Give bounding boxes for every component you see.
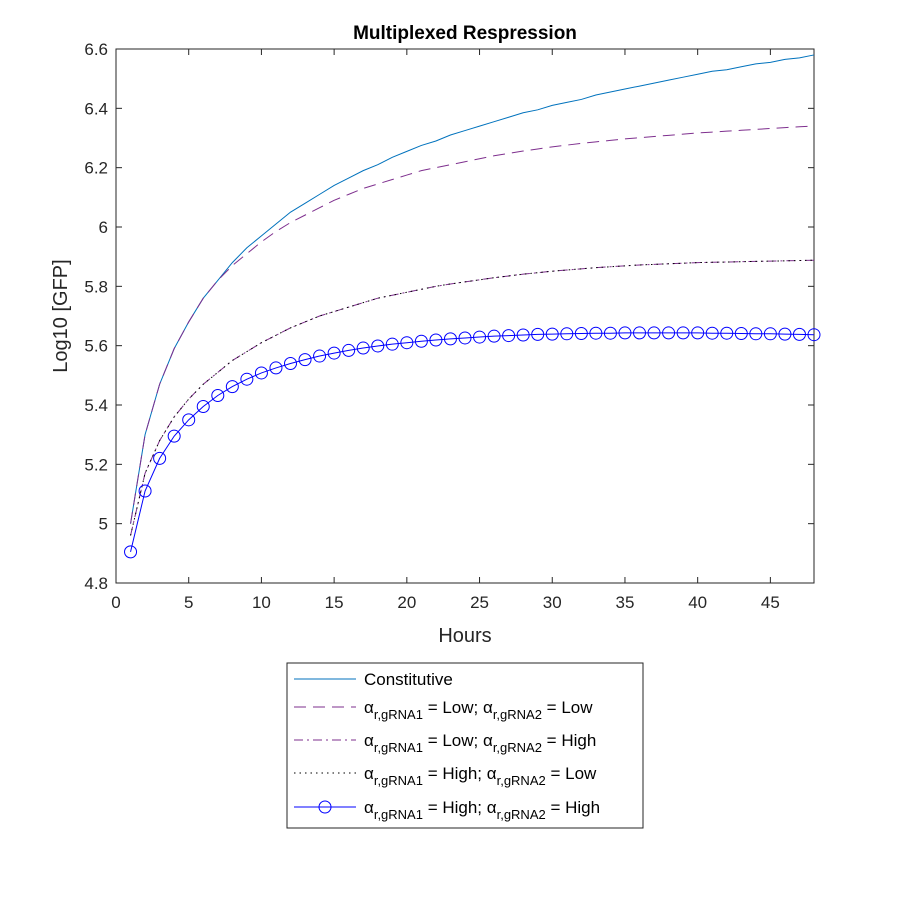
x-tick-label: 5 bbox=[184, 593, 193, 612]
data-point-marker bbox=[574, 327, 588, 341]
data-point-marker bbox=[182, 413, 196, 427]
data-point-marker bbox=[720, 326, 734, 340]
legend-label-constitutive: Constitutive bbox=[364, 670, 453, 689]
data-point-marker bbox=[589, 326, 603, 340]
plot-area: 0 5 10 15 20 25 30 35 40 45 4.8 5 5.2 5.4 5.6 5.8 6 6.2 6… bbox=[84, 40, 821, 612]
legend-item-high-high: αr,gRNA1 = High; αr,gRNA2 = High bbox=[294, 798, 600, 822]
data-point-marker bbox=[705, 326, 719, 340]
data-point-marker bbox=[342, 343, 356, 357]
data-point-marker bbox=[545, 327, 559, 341]
data-point-marker bbox=[385, 337, 399, 351]
y-tick-label: 5.2 bbox=[84, 455, 108, 474]
data-point-marker bbox=[603, 326, 617, 340]
x-tick-label: 0 bbox=[111, 593, 120, 612]
x-tick-label: 15 bbox=[325, 593, 344, 612]
data-point-marker bbox=[778, 327, 792, 341]
data-point-marker bbox=[254, 366, 268, 380]
plot-frame bbox=[115, 48, 815, 584]
legend-item-constitutive: Constitutive bbox=[294, 670, 453, 689]
data-point-marker bbox=[211, 389, 225, 403]
series-line-2 bbox=[130, 259, 815, 536]
legend-box bbox=[286, 662, 644, 829]
data-point-marker bbox=[531, 327, 545, 341]
y-tick-label: 6 bbox=[99, 218, 108, 237]
series-line-0 bbox=[130, 54, 815, 524]
legend-item-high-low: αr,gRNA1 = High; αr,gRNA2 = Low bbox=[294, 764, 597, 788]
x-tick-label: 10 bbox=[252, 593, 271, 612]
data-point-marker bbox=[516, 328, 530, 342]
data-point-marker bbox=[240, 372, 254, 386]
data-point-marker bbox=[356, 341, 370, 355]
legend-label-low-high: αr,gRNA1 = Low; αr,gRNA2 = High bbox=[364, 731, 596, 755]
data-point-marker bbox=[763, 327, 777, 341]
legend-label-low-low: αr,gRNA1 = Low; αr,gRNA2 = Low bbox=[364, 698, 593, 722]
data-point-marker bbox=[313, 349, 327, 363]
y-axis: 4.8 5 5.2 5.4 5.6 5.8 6 6.2 6.4 6.6 bbox=[84, 40, 814, 593]
data-point-marker bbox=[502, 329, 516, 343]
y-tick-label: 4.8 bbox=[84, 574, 108, 593]
data-point-marker bbox=[225, 380, 239, 394]
series-line-4 bbox=[130, 332, 815, 552]
y-tick-label: 5.4 bbox=[84, 396, 108, 415]
x-tick-label: 25 bbox=[470, 593, 489, 612]
data-point-marker bbox=[662, 326, 676, 340]
data-point-marker bbox=[298, 353, 312, 367]
data-point-marker bbox=[473, 330, 487, 344]
data-point-marker bbox=[327, 346, 341, 360]
data-point-marker bbox=[400, 336, 414, 350]
data-point-marker bbox=[647, 326, 661, 340]
data-point-marker bbox=[196, 399, 210, 413]
legend-label-high-low: αr,gRNA1 = High; αr,gRNA2 = Low bbox=[364, 764, 597, 788]
data-point-marker bbox=[167, 429, 181, 443]
x-tick-label: 30 bbox=[543, 593, 562, 612]
legend-label-high-high: αr,gRNA1 = High; αr,gRNA2 = High bbox=[364, 798, 600, 822]
data-point-marker bbox=[734, 327, 748, 341]
data-point-marker bbox=[429, 333, 443, 347]
x-tick-label: 35 bbox=[615, 593, 634, 612]
data-point-marker bbox=[443, 332, 457, 346]
y-tick-label: 6.6 bbox=[84, 40, 108, 59]
legend-item-low-high: αr,gRNA1 = Low; αr,gRNA2 = High bbox=[294, 731, 596, 755]
data-point-marker bbox=[618, 326, 632, 340]
data-point-marker bbox=[749, 327, 763, 341]
y-tick-label: 5.8 bbox=[84, 277, 108, 296]
data-point-marker bbox=[414, 334, 428, 348]
data-point-marker bbox=[284, 356, 297, 370]
data-point-marker bbox=[371, 339, 385, 353]
legend-item-low-low: αr,gRNA1 = Low; αr,gRNA2 = Low bbox=[294, 698, 593, 722]
data-point-marker bbox=[676, 326, 690, 340]
legend-marker-circle bbox=[318, 800, 332, 814]
y-tick-label: 5.6 bbox=[84, 337, 108, 356]
x-tick-label: 45 bbox=[761, 593, 780, 612]
x-tick-label: 20 bbox=[397, 593, 416, 612]
x-axis-label: Hours bbox=[438, 625, 491, 647]
y-tick-label: 6.2 bbox=[84, 159, 108, 178]
chart-title: Multiplexed Respression bbox=[353, 23, 577, 44]
x-axis: 0 5 10 15 20 25 30 35 40 45 bbox=[111, 49, 780, 612]
data-point-marker bbox=[153, 451, 167, 465]
y-tick-label: 6.4 bbox=[84, 99, 108, 118]
y-axis-label: Log10 [GFP] bbox=[50, 259, 72, 372]
data-point-marker bbox=[792, 327, 806, 341]
legend: Constitutive αr,gRNA1 = Low; αr,gRNA2 = … bbox=[286, 662, 644, 829]
x-tick-label: 40 bbox=[688, 593, 707, 612]
data-point-marker bbox=[124, 545, 138, 559]
data-point-marker bbox=[269, 361, 283, 375]
y-tick-label: 5 bbox=[99, 515, 108, 534]
data-point-marker bbox=[138, 484, 152, 498]
data-point-marker bbox=[560, 327, 574, 341]
data-point-marker bbox=[807, 328, 821, 342]
data-point-marker bbox=[487, 329, 501, 343]
data-point-marker bbox=[691, 326, 705, 340]
data-point-marker bbox=[633, 326, 646, 340]
series-layer bbox=[124, 54, 821, 559]
data-point-marker bbox=[458, 331, 472, 345]
